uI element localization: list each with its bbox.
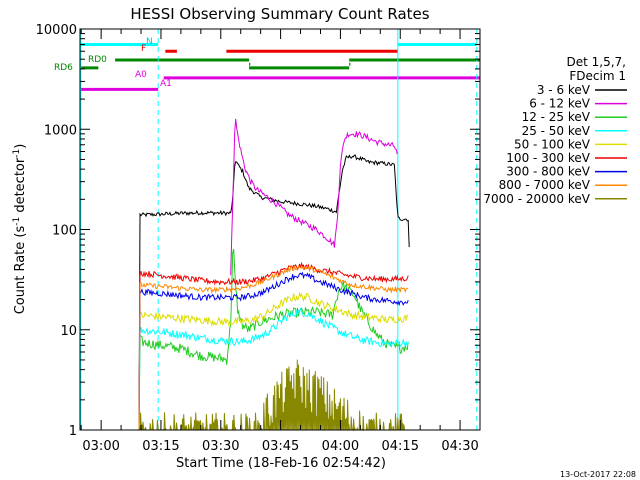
- flag-label-rd0: RD0: [88, 55, 107, 65]
- y-tick-label-0: 1: [69, 424, 77, 439]
- y-tick-label-2: 100: [52, 224, 77, 239]
- y-tick-label-1: 10: [60, 324, 77, 339]
- series-line-6: [138, 271, 409, 431]
- flag-label-f: F: [141, 44, 146, 54]
- x-tick-label-0: 03:00: [82, 439, 119, 454]
- series-line-1: [230, 118, 398, 276]
- legend-label-5: 100 - 300 keV: [506, 151, 590, 165]
- x-axis-label: Start Time (18-Feb-16 02:54:42): [176, 456, 386, 471]
- legend-label-7: 800 - 7000 keV: [499, 178, 591, 192]
- series-lines: [138, 118, 410, 432]
- flag-bars: [80, 43, 480, 91]
- x-tick-label-3: 03:45: [262, 439, 299, 454]
- legend-label-3: 25 - 50 keV: [522, 124, 591, 138]
- legend-label-2: 12 - 25 keV: [522, 110, 591, 124]
- legend-header-decimation: FDecim 1: [569, 69, 626, 83]
- flag-labels: N F RD0 RD6 A0 A1: [54, 37, 172, 89]
- flag-label-n: N: [146, 37, 153, 47]
- y-tick-label-3: 1000: [44, 123, 77, 138]
- series-line-0: [138, 154, 410, 431]
- legend-label-8: 7000 - 20000 keV: [483, 192, 590, 206]
- x-tick-label-5: 04:15: [382, 439, 419, 454]
- legend-header-detectors: Det 1,5,7,: [567, 55, 627, 69]
- y-tick-label-4: 10000: [36, 23, 77, 38]
- x-tick-label-1: 03:15: [142, 439, 179, 454]
- series-line-4: [138, 291, 409, 431]
- series-line-8: [138, 359, 408, 432]
- series-line-7: [138, 264, 409, 431]
- x-tick-label-6: 04:30: [441, 439, 478, 454]
- series-line-5: [138, 261, 409, 431]
- flag-label-a1: A1: [160, 79, 172, 89]
- legend-label-0: 3 - 6 keV: [537, 83, 591, 97]
- y-axis: 1 10 100 1000 10000: [36, 23, 480, 439]
- chart-title: HESSI Observing Summary Count Rates: [130, 5, 429, 23]
- legend-label-4: 50 - 100 keV: [514, 137, 591, 151]
- y-axis-label: Count Rate (s-1 detector-1): [12, 144, 28, 315]
- x-tick-label-4: 04:00: [322, 439, 359, 454]
- x-axis: 03:00 03:15 03:30 03:45 04:00 04:15 04:30: [80, 29, 481, 454]
- legend-label-6: 300 - 800 keV: [506, 165, 590, 179]
- x-tick-label-2: 03:30: [202, 439, 239, 454]
- flag-label-rd6: RD6: [54, 63, 73, 73]
- legend-label-1: 6 - 12 keV: [529, 97, 591, 111]
- series-line-3: [138, 307, 409, 431]
- flag-label-a0: A0: [135, 70, 147, 80]
- plot-timestamp: 13-Oct-2017 22:08: [560, 470, 636, 479]
